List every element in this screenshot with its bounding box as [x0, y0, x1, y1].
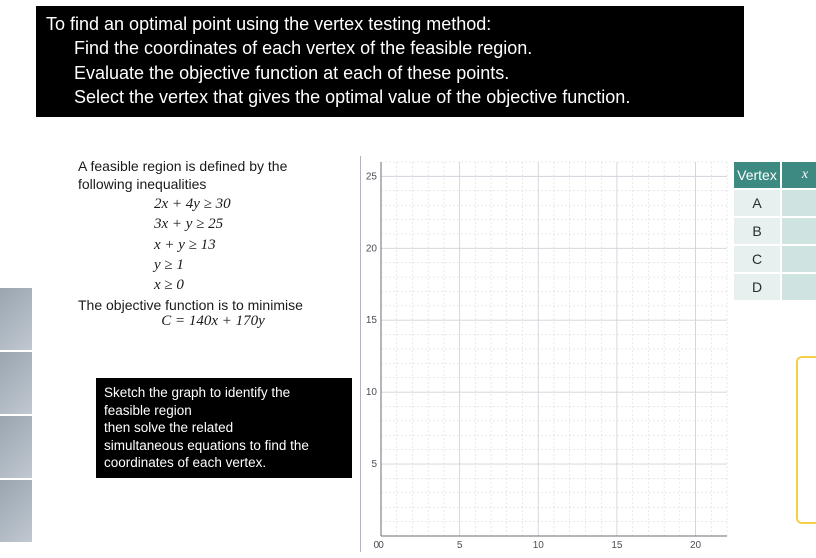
svg-text:25: 25: [366, 171, 378, 182]
inequality: x + y ≥ 13: [78, 235, 348, 255]
instruction-line: simultaneous equations to find the: [104, 437, 344, 455]
content-area: A feasible region is defined by the foll…: [0, 148, 816, 558]
instruction-line: Sketch the graph to identify the: [104, 384, 344, 402]
cell[interactable]: [781, 189, 816, 217]
method-header: To find an optimal point using the verte…: [36, 6, 744, 117]
graph-area: 0 5 10 15 20 5 10 15 20 25 0: [360, 156, 730, 552]
cell[interactable]: [781, 273, 816, 301]
vertex-table: Vertex x y A B C D: [732, 160, 816, 302]
instruction-line: feasible region: [104, 402, 344, 420]
problem-text: A feasible region is defined by the foll…: [78, 158, 348, 330]
intro-line: following inequalities: [78, 176, 348, 192]
svg-text:0: 0: [373, 540, 379, 551]
cell[interactable]: [781, 217, 816, 245]
annotation-box: [796, 356, 816, 524]
table-row: D: [733, 273, 816, 301]
inequality: y ≥ 1: [78, 255, 348, 275]
inequality: 2x + 4y ≥ 30: [78, 194, 348, 214]
side-thumbnails: [0, 288, 34, 548]
graph-grid: 0 5 10 15 20 5 10 15 20 25 0: [361, 156, 731, 552]
svg-text:15: 15: [611, 540, 623, 551]
table-row: C: [733, 245, 816, 273]
col-vertex: Vertex: [733, 161, 781, 189]
intro-line: A feasible region is defined by the: [78, 158, 348, 174]
svg-text:20: 20: [690, 540, 702, 551]
cell[interactable]: [781, 245, 816, 273]
header-line2: Find the coordinates of each vertex of t…: [46, 36, 734, 60]
row-label: B: [733, 217, 781, 245]
header-line3: Evaluate the objective function at each …: [46, 61, 734, 85]
table-row: A: [733, 189, 816, 217]
thumbnail: [0, 480, 32, 542]
svg-text:0: 0: [378, 540, 384, 551]
inequality: 3x + y ≥ 25: [78, 214, 348, 234]
objective-line: The objective function is to minimise: [78, 297, 348, 313]
svg-text:10: 10: [366, 387, 378, 398]
table-header-row: Vertex x y: [733, 161, 816, 189]
row-label: C: [733, 245, 781, 273]
row-label: A: [733, 189, 781, 217]
objective-equation: C = 140x + 170y: [78, 313, 348, 330]
inequality: x ≥ 0: [78, 275, 348, 295]
header-line4: Select the vertex that gives the optimal…: [46, 85, 734, 109]
instruction-line: then solve the related: [104, 419, 344, 437]
svg-text:10: 10: [533, 540, 545, 551]
row-label: D: [733, 273, 781, 301]
thumbnail: [0, 288, 32, 350]
svg-text:15: 15: [366, 315, 378, 326]
svg-text:20: 20: [366, 243, 378, 254]
col-x: x: [781, 161, 816, 189]
svg-text:5: 5: [371, 459, 377, 470]
instruction-box: Sketch the graph to identify the feasibl…: [96, 378, 352, 478]
svg-text:5: 5: [457, 540, 463, 551]
vertex-table-wrap: Vertex x y A B C D: [732, 160, 816, 302]
instruction-line: coordinates of each vertex.: [104, 454, 344, 472]
thumbnail: [0, 416, 32, 478]
header-line1: To find an optimal point using the verte…: [46, 12, 734, 36]
table-row: B: [733, 217, 816, 245]
thumbnail: [0, 352, 32, 414]
